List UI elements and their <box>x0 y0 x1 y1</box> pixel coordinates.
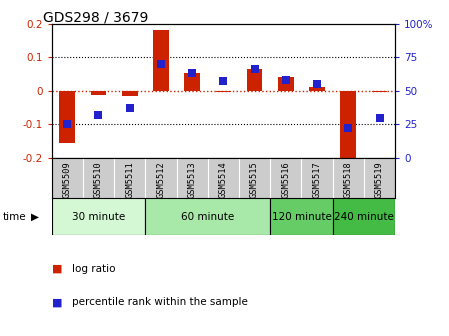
Text: ■: ■ <box>52 264 62 274</box>
Point <box>345 126 352 131</box>
Point <box>95 112 102 118</box>
Bar <box>52 198 145 235</box>
Bar <box>153 30 169 91</box>
Bar <box>270 198 333 235</box>
Point <box>313 81 321 87</box>
Text: GSM5518: GSM5518 <box>344 161 353 198</box>
Point <box>220 79 227 84</box>
Text: ▶: ▶ <box>31 212 39 222</box>
Bar <box>216 91 231 92</box>
Point <box>282 77 290 83</box>
Bar <box>309 87 325 91</box>
Text: ■: ■ <box>52 297 62 307</box>
Bar <box>247 69 262 91</box>
Bar <box>91 91 106 95</box>
Text: 60 minute: 60 minute <box>181 212 234 222</box>
Text: GSM5509: GSM5509 <box>63 161 72 198</box>
Point <box>64 122 71 127</box>
Text: GSM5512: GSM5512 <box>156 161 165 198</box>
Text: GDS298 / 3679: GDS298 / 3679 <box>43 10 148 24</box>
Bar <box>185 73 200 91</box>
Text: 30 minute: 30 minute <box>72 212 125 222</box>
Text: GSM5519: GSM5519 <box>375 161 384 198</box>
Bar <box>145 198 270 235</box>
Bar <box>340 91 356 162</box>
Point <box>126 106 133 111</box>
Bar <box>278 77 294 91</box>
Text: time: time <box>2 212 26 222</box>
Point <box>251 67 258 72</box>
Text: GSM5517: GSM5517 <box>313 161 321 198</box>
Bar <box>59 91 75 143</box>
Text: log ratio: log ratio <box>72 264 115 274</box>
Text: GSM5513: GSM5513 <box>188 161 197 198</box>
Text: GSM5510: GSM5510 <box>94 161 103 198</box>
Point <box>157 61 164 67</box>
Text: GSM5511: GSM5511 <box>125 161 134 198</box>
Bar <box>122 91 137 96</box>
Text: GSM5516: GSM5516 <box>282 161 291 198</box>
Bar <box>333 198 395 235</box>
Text: GSM5515: GSM5515 <box>250 161 259 198</box>
Text: GSM5514: GSM5514 <box>219 161 228 198</box>
Point <box>189 71 196 76</box>
Point <box>376 115 383 120</box>
Text: 240 minute: 240 minute <box>334 212 394 222</box>
Text: 120 minute: 120 minute <box>272 212 331 222</box>
Bar <box>372 91 387 92</box>
Text: percentile rank within the sample: percentile rank within the sample <box>72 297 248 307</box>
